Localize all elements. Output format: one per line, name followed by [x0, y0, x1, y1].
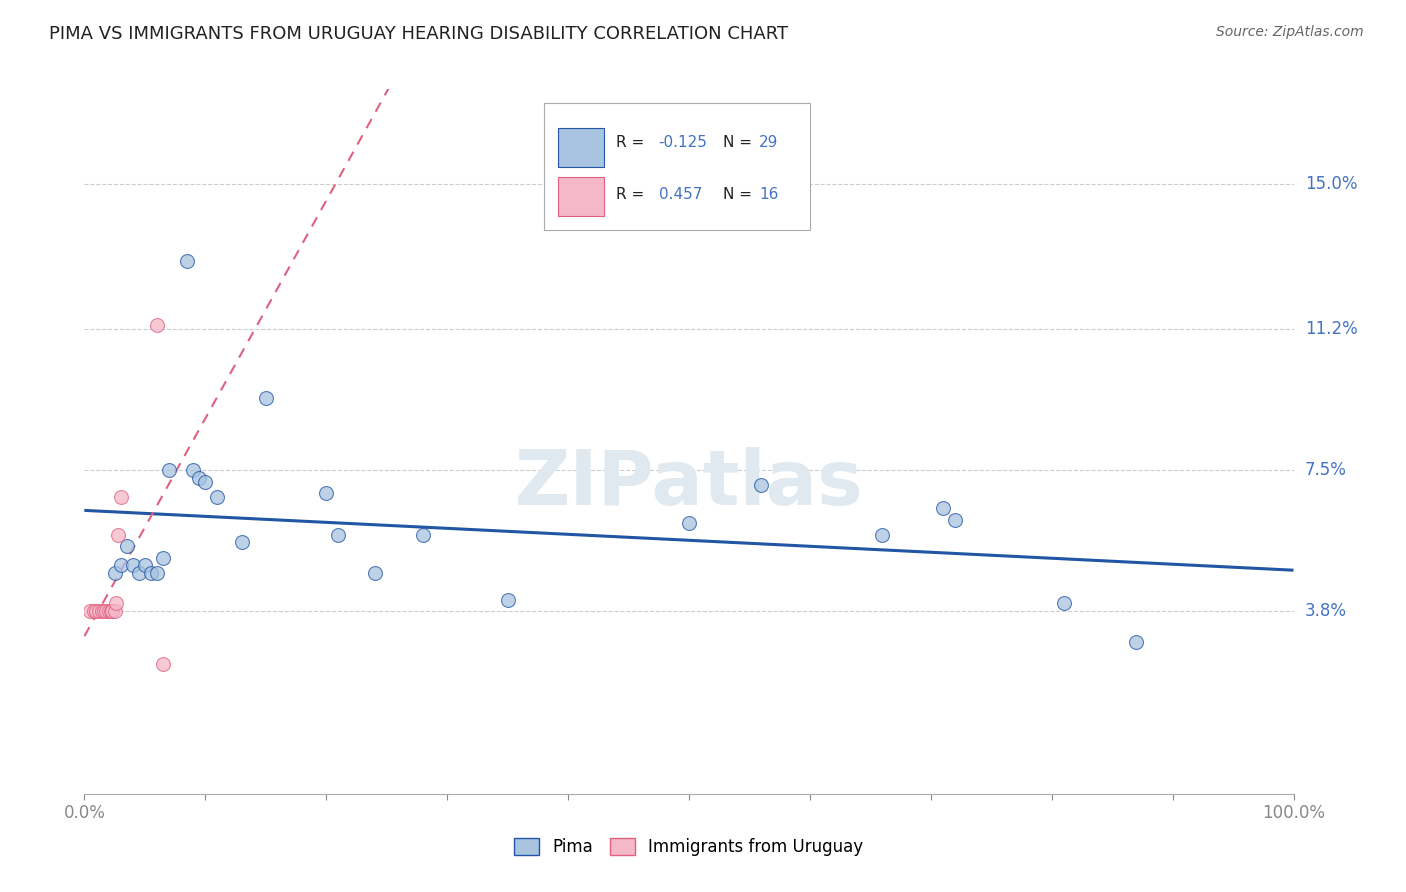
- Text: ZIPatlas: ZIPatlas: [515, 447, 863, 521]
- Point: [188, 471, 211, 485]
- Point: [121, 558, 143, 573]
- Point: [207, 490, 229, 504]
- Text: N =: N =: [723, 135, 756, 150]
- Point: [93, 604, 115, 618]
- Point: [1053, 596, 1076, 610]
- Point: [678, 516, 700, 531]
- Text: R =: R =: [616, 135, 650, 150]
- Point: [128, 566, 150, 580]
- Point: [91, 604, 114, 618]
- Point: [751, 478, 773, 492]
- Point: [139, 566, 162, 580]
- Point: [932, 501, 955, 516]
- Point: [79, 604, 101, 618]
- Point: [412, 528, 434, 542]
- Point: [134, 558, 156, 573]
- Text: 3.8%: 3.8%: [1305, 602, 1347, 620]
- Text: Source: ZipAtlas.com: Source: ZipAtlas.com: [1216, 25, 1364, 39]
- Point: [104, 596, 127, 610]
- Point: [100, 604, 122, 618]
- Text: -0.125: -0.125: [659, 135, 707, 150]
- Point: [1125, 634, 1147, 648]
- FancyBboxPatch shape: [544, 103, 810, 230]
- Text: N =: N =: [723, 187, 756, 202]
- Text: 15.0%: 15.0%: [1305, 176, 1357, 194]
- Point: [157, 463, 180, 477]
- Text: 0.457: 0.457: [659, 187, 702, 202]
- Point: [363, 566, 385, 580]
- Point: [146, 566, 169, 580]
- Point: [181, 463, 204, 477]
- Point: [104, 604, 127, 618]
- Text: 7.5%: 7.5%: [1305, 461, 1347, 479]
- Text: PIMA VS IMMIGRANTS FROM URUGUAY HEARING DISABILITY CORRELATION CHART: PIMA VS IMMIGRANTS FROM URUGUAY HEARING …: [49, 25, 789, 43]
- Point: [115, 539, 138, 553]
- Point: [254, 391, 277, 405]
- Point: [872, 528, 894, 542]
- Point: [87, 604, 110, 618]
- FancyBboxPatch shape: [558, 128, 605, 167]
- Point: [496, 592, 519, 607]
- Text: 16: 16: [759, 187, 779, 202]
- Point: [110, 490, 132, 504]
- Point: [231, 535, 253, 549]
- Point: [152, 550, 174, 565]
- Legend: Pima, Immigrants from Uruguay: Pima, Immigrants from Uruguay: [508, 831, 870, 863]
- Point: [943, 513, 966, 527]
- Text: 11.2%: 11.2%: [1305, 320, 1357, 338]
- Text: R =: R =: [616, 187, 650, 202]
- Point: [97, 604, 120, 618]
- Point: [107, 528, 129, 542]
- Point: [94, 604, 117, 618]
- Point: [101, 604, 124, 618]
- Text: 29: 29: [759, 135, 779, 150]
- Point: [104, 566, 127, 580]
- Point: [86, 604, 108, 618]
- Point: [328, 528, 350, 542]
- Point: [194, 475, 217, 489]
- Point: [110, 558, 132, 573]
- Point: [152, 657, 174, 672]
- Point: [146, 318, 169, 333]
- Point: [83, 604, 105, 618]
- Point: [315, 486, 337, 500]
- Point: [176, 253, 198, 268]
- FancyBboxPatch shape: [558, 178, 605, 216]
